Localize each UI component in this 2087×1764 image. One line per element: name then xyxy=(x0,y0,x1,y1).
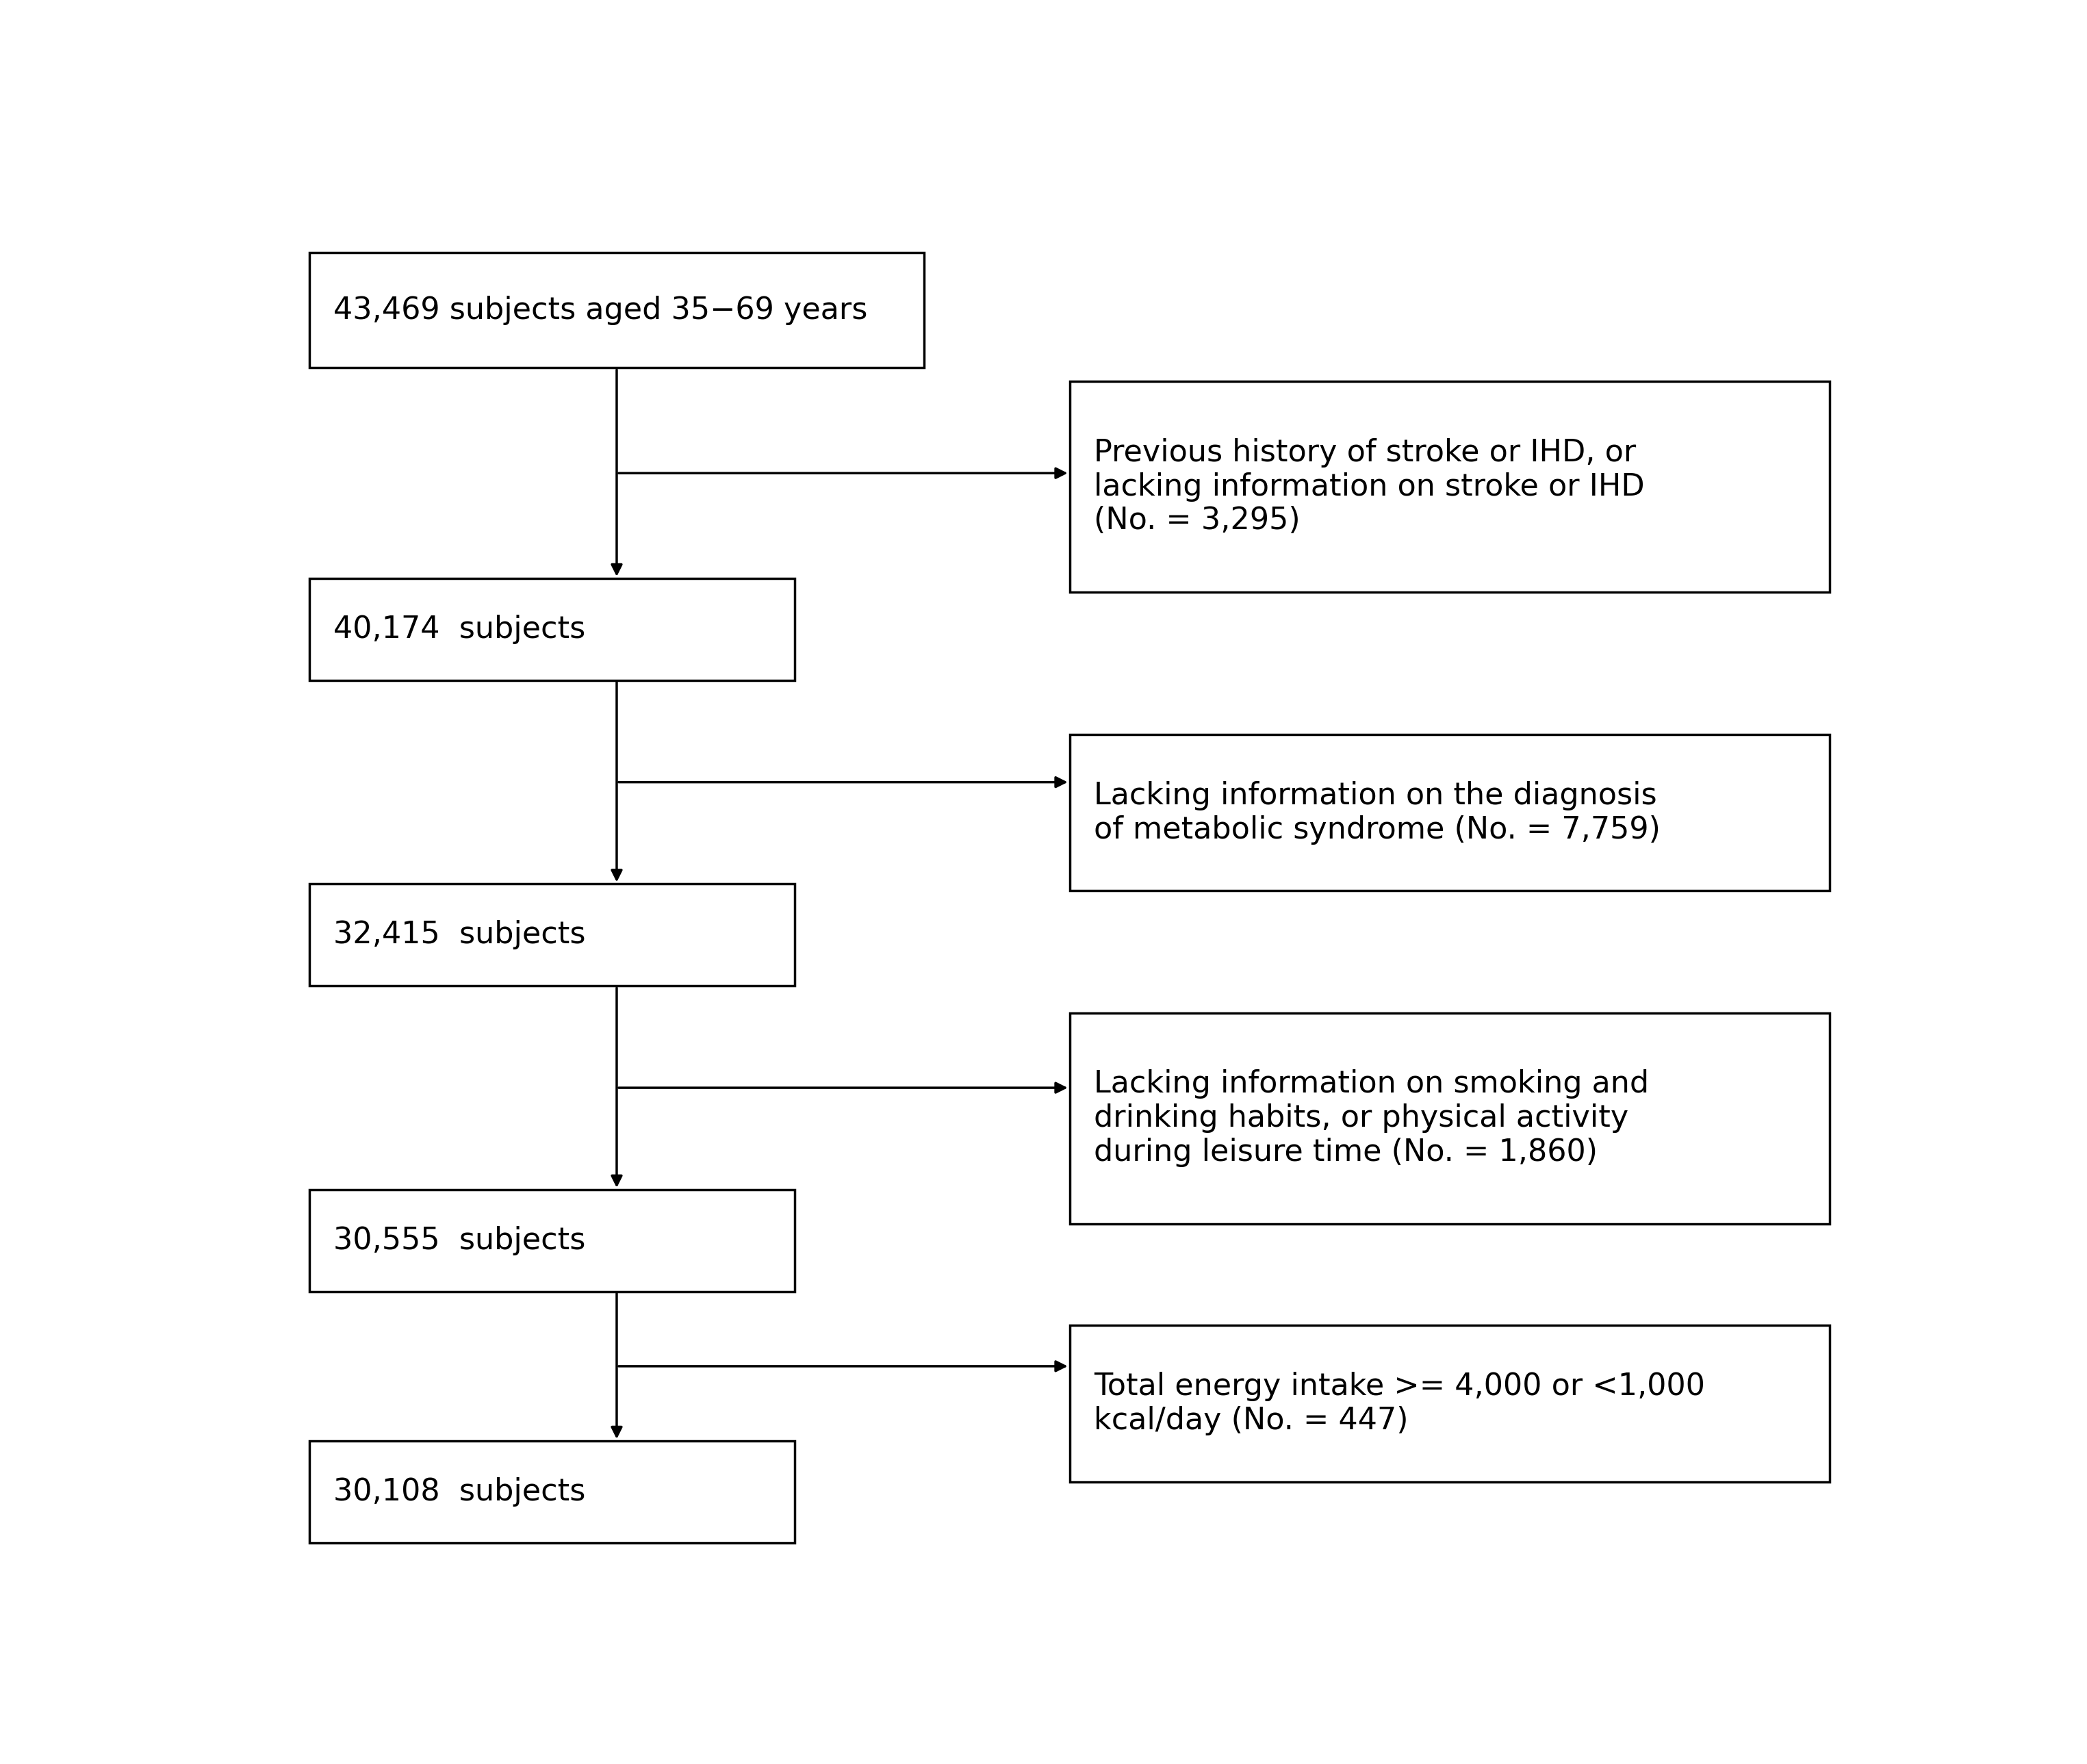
FancyBboxPatch shape xyxy=(1069,381,1830,593)
Text: Lacking information on smoking and
drinking habits, or physical activity
during : Lacking information on smoking and drink… xyxy=(1094,1069,1649,1168)
Text: Previous history of stroke or IHD, or
lacking information on stroke or IHD
(No. : Previous history of stroke or IHD, or la… xyxy=(1094,437,1645,536)
Text: 40,174  subjects: 40,174 subjects xyxy=(334,614,586,644)
FancyBboxPatch shape xyxy=(309,1441,795,1543)
Text: 30,108  subjects: 30,108 subjects xyxy=(334,1476,586,1506)
Text: 30,555  subjects: 30,555 subjects xyxy=(334,1226,586,1256)
FancyBboxPatch shape xyxy=(1069,1013,1830,1224)
FancyBboxPatch shape xyxy=(309,579,795,681)
FancyBboxPatch shape xyxy=(309,252,925,369)
FancyBboxPatch shape xyxy=(309,884,795,986)
FancyBboxPatch shape xyxy=(309,1189,795,1291)
FancyBboxPatch shape xyxy=(1069,1325,1830,1482)
Text: 32,415  subjects: 32,415 subjects xyxy=(334,921,586,949)
Text: 43,469 subjects aged 35−69 years: 43,469 subjects aged 35−69 years xyxy=(334,295,868,325)
Text: Total energy intake >= 4,000 or <1,000
kcal/day (No. = 447): Total energy intake >= 4,000 or <1,000 k… xyxy=(1094,1372,1705,1436)
FancyBboxPatch shape xyxy=(1069,734,1830,891)
Text: Lacking information on the diagnosis
of metabolic syndrome (No. = 7,759): Lacking information on the diagnosis of … xyxy=(1094,781,1661,845)
